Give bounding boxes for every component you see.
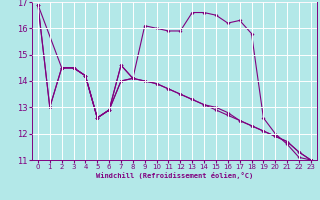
X-axis label: Windchill (Refroidissement éolien,°C): Windchill (Refroidissement éolien,°C) <box>96 172 253 179</box>
